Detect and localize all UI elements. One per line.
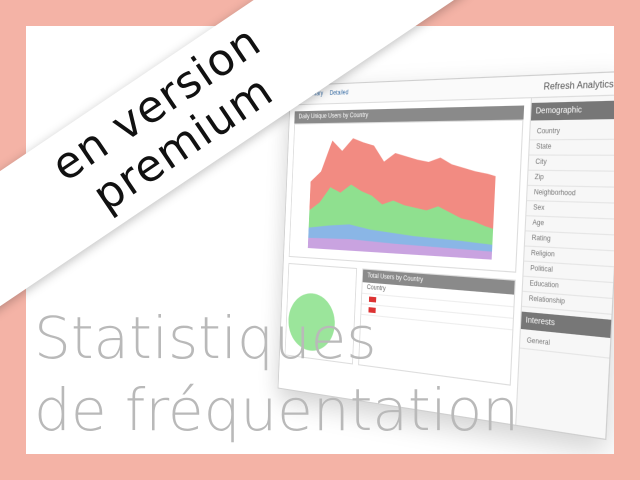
sidebar-item-zip[interactable]: Zip (528, 171, 614, 188)
app-title: Refresh Analytics (543, 78, 614, 91)
sidebar-item-country[interactable]: Country (530, 124, 614, 141)
sidebar-title: Demographic (531, 101, 614, 121)
headline-line-2: de fréquentation (34, 374, 594, 446)
sidebar-item-state[interactable]: State (529, 140, 614, 156)
tab-detailed[interactable]: Detailed (329, 90, 348, 97)
table-header-country: Country (367, 285, 386, 293)
headline-line-1: Statistiques (34, 302, 594, 374)
headline: Statistiques de fréquentation (34, 302, 594, 446)
area-chart-svg (308, 128, 498, 260)
area-chart (289, 119, 524, 272)
sidebar-item-city[interactable]: City (529, 156, 614, 172)
